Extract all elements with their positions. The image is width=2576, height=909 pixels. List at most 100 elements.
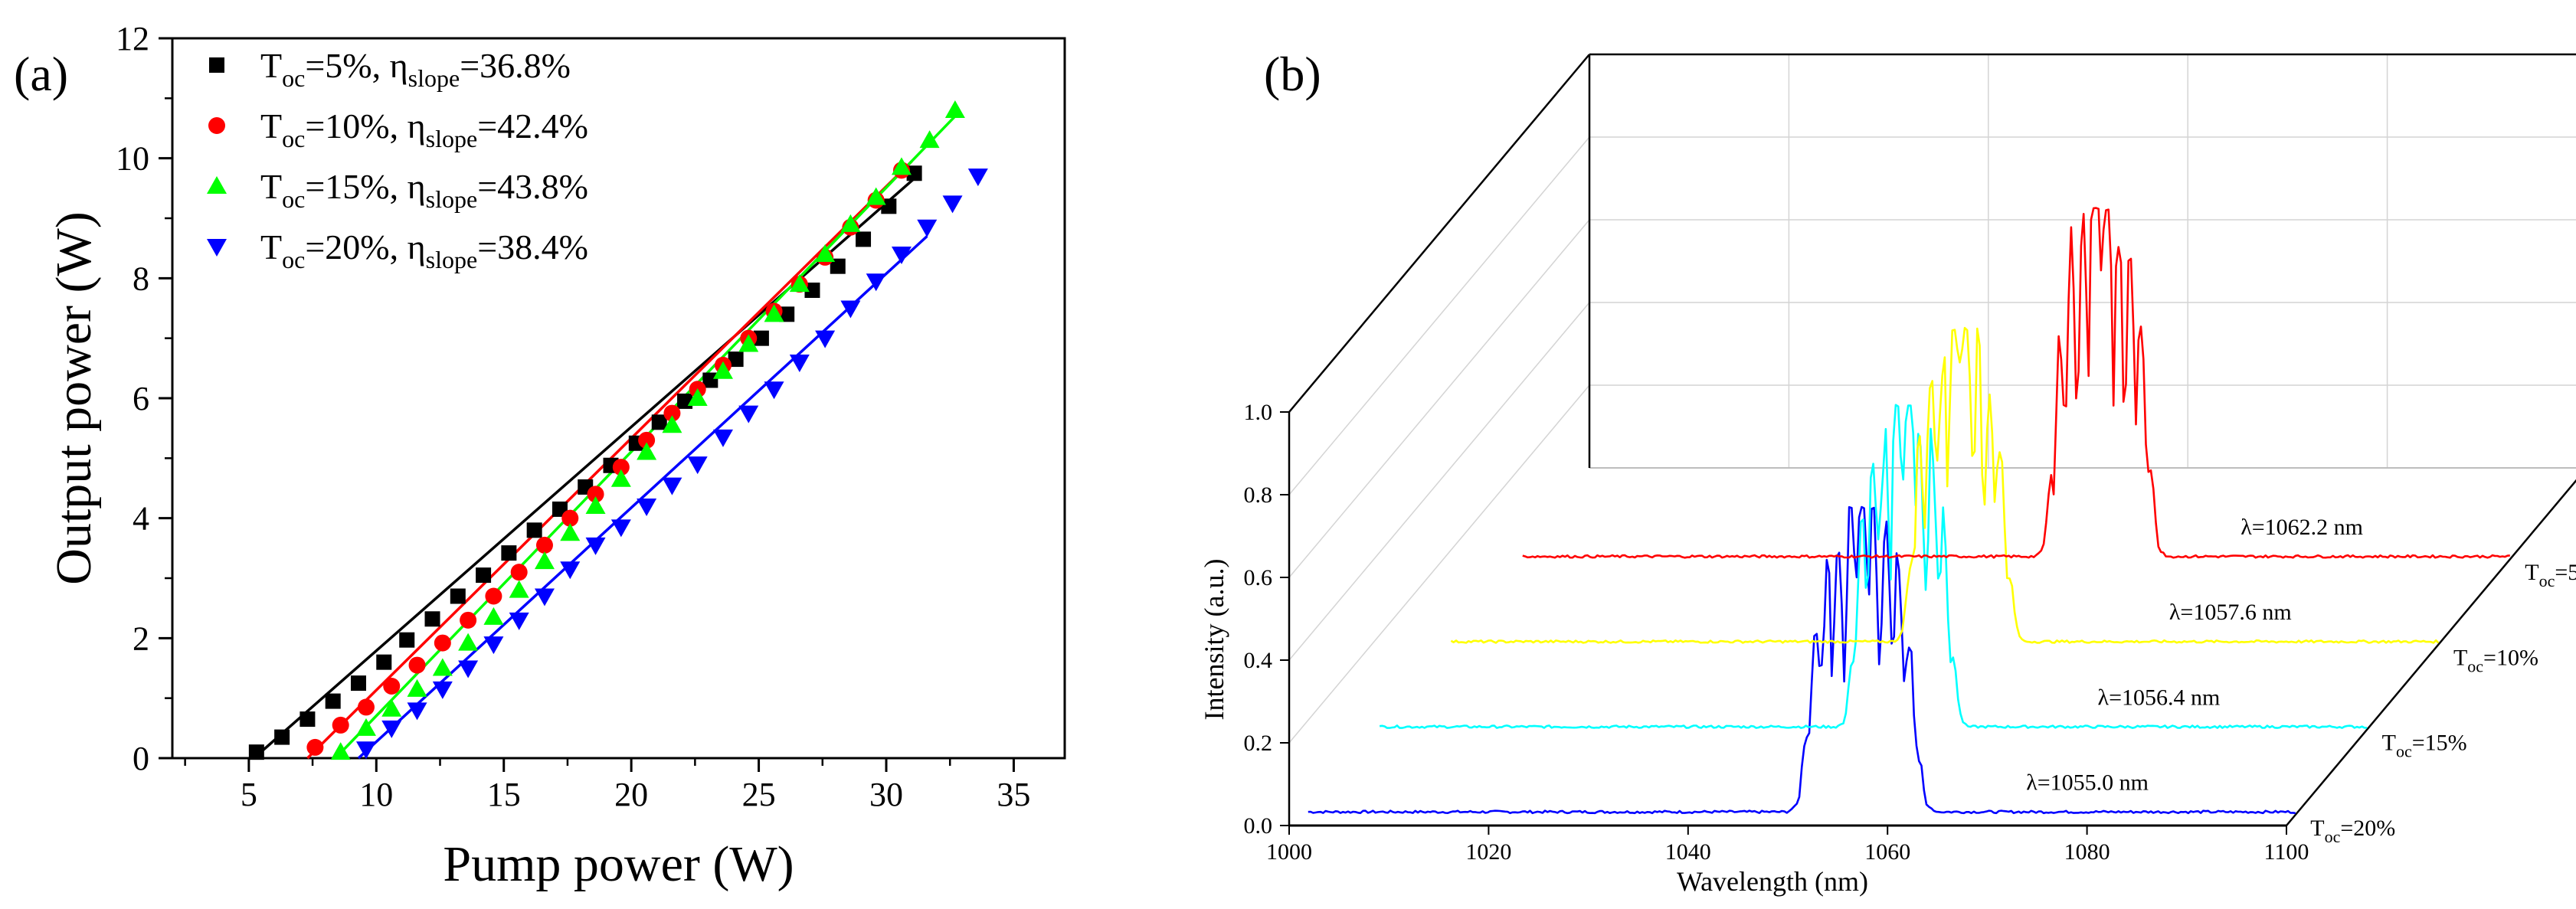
peak-wavelength-label: λ=1055.0 nm xyxy=(2026,770,2149,796)
legend-entry-toc-20: Toc=20%, ηslope=38.4% xyxy=(260,227,588,273)
data-point-toc-10 xyxy=(332,716,349,734)
legend-text-part: slope xyxy=(426,185,478,213)
data-point-toc-15 xyxy=(407,678,427,697)
data-point-toc-10 xyxy=(561,509,579,527)
legend-text-part: oc xyxy=(282,185,305,213)
x-tick-label: 25 xyxy=(742,776,776,813)
data-point-toc-20 xyxy=(509,612,529,630)
x-tick-label: 1020 xyxy=(1465,839,1511,865)
panel-a: (a) 5 10 15 20 25 30 35 0 2 4 6 8 10 12 Pump power (… xyxy=(14,20,1066,892)
data-point-toc-15 xyxy=(330,742,351,760)
y-tick-label: 8 xyxy=(133,260,149,297)
data-point-toc-20 xyxy=(917,219,938,237)
legend-text-part: =42.4% xyxy=(477,106,588,146)
toc-label-sub: oc xyxy=(2539,571,2555,590)
panel-b-label: (b) xyxy=(1264,47,1321,101)
toc-label-sub: oc xyxy=(2325,827,2341,846)
data-point-toc-5 xyxy=(526,522,542,538)
data-point-toc-20 xyxy=(662,477,682,495)
legend-text-part: T xyxy=(260,167,282,206)
data-point-toc-5 xyxy=(906,165,922,181)
data-point-toc-20 xyxy=(789,355,810,372)
toc-label-value: =20% xyxy=(2340,816,2395,841)
data-point-toc-5 xyxy=(856,231,872,247)
data-point-toc-5 xyxy=(274,729,290,745)
data-point-toc-15 xyxy=(560,523,581,541)
data-point-toc-20 xyxy=(687,456,708,475)
data-point-toc-15 xyxy=(355,718,376,736)
right-floor-edge xyxy=(2286,479,2576,826)
legend-text-part: =10%, η xyxy=(305,106,425,146)
data-point-toc-5 xyxy=(501,545,517,561)
data-point-toc-15 xyxy=(585,496,606,514)
panel-b-y-ticks: 0.0 0.2 0.4 0.6 0.8 1.0 xyxy=(1244,400,1289,839)
legend-text-part: =36.8% xyxy=(460,46,571,85)
data-point-toc-20 xyxy=(407,702,427,721)
panel-a-x-ticks: 5 10 15 20 25 30 35 xyxy=(184,758,1030,813)
panel-a-y-axis-label: Output power (W) xyxy=(46,211,102,585)
data-point-toc-10 xyxy=(638,431,656,449)
data-point-toc-10 xyxy=(587,486,604,503)
panel-b-3d-box xyxy=(1288,53,2576,827)
data-point-toc-20 xyxy=(483,636,504,655)
spectrum-toc-10 xyxy=(1450,326,2440,644)
x-tick-label: 1000 xyxy=(1266,839,1312,865)
panel-a-x-axis-label: Pump power (W) xyxy=(443,836,794,892)
peak-wavelength-label: λ=1057.6 nm xyxy=(2169,600,2292,625)
legend-marker-toc-10 xyxy=(208,117,225,134)
x-tick-label: 1080 xyxy=(2064,839,2110,865)
data-point-toc-15 xyxy=(610,469,631,487)
data-point-toc-20 xyxy=(637,499,657,516)
data-point-toc-20 xyxy=(891,247,912,264)
data-point-toc-10 xyxy=(357,698,375,716)
panel-b-y-axis-label: Intensity (a.u.) xyxy=(1199,559,1229,721)
y-tick-label: 1.0 xyxy=(1244,400,1273,425)
toc-label: Toc=10% xyxy=(2453,645,2538,675)
side-wall-gridline xyxy=(1288,219,1590,578)
data-point-toc-15 xyxy=(944,100,965,118)
peak-wavelength-label: λ=1056.4 nm xyxy=(2098,685,2221,710)
data-point-toc-20 xyxy=(355,741,376,760)
data-point-toc-15 xyxy=(509,580,529,598)
legend-marker-toc-5 xyxy=(209,57,224,73)
data-point-toc-20 xyxy=(942,195,963,214)
fit-line-toc-20 xyxy=(357,235,928,760)
side-wall-gridline xyxy=(1288,136,1590,495)
legend-text-part: =15%, η xyxy=(305,167,425,206)
y-tick-label: 0 xyxy=(133,740,149,777)
data-point-toc-20 xyxy=(764,381,784,400)
y-tick-label: 0.4 xyxy=(1244,648,1273,673)
data-point-toc-15 xyxy=(381,698,402,717)
panel-b-spectra xyxy=(1308,207,2510,815)
x-tick-label: 1100 xyxy=(2264,839,2309,865)
toc-label-sub: oc xyxy=(2467,656,2483,675)
legend-text-part: slope xyxy=(408,64,460,92)
legend-text-part: T xyxy=(260,106,282,146)
panel-a-legend: Toc=5%, ηslope=36.8% Toc =10%, η slope =42.4… xyxy=(207,46,588,273)
legend-marker-toc-15 xyxy=(207,176,227,194)
data-point-toc-5 xyxy=(753,330,769,346)
data-point-toc-10 xyxy=(612,459,630,476)
x-tick-label: 1060 xyxy=(1864,839,1910,865)
toc-label-sub: oc xyxy=(2396,742,2412,761)
legend-entry-toc-5: Toc=5%, ηslope=36.8% xyxy=(260,46,571,92)
data-point-toc-5 xyxy=(881,198,897,214)
toc-label-base: T xyxy=(2382,731,2396,756)
data-point-toc-5 xyxy=(779,306,795,322)
toc-label: Toc=20% xyxy=(2310,816,2395,846)
data-point-toc-15 xyxy=(483,607,504,625)
left-top-edge xyxy=(1288,54,1590,413)
data-point-toc-5 xyxy=(702,372,718,388)
data-point-toc-5 xyxy=(830,258,846,274)
x-tick-label: 15 xyxy=(487,776,521,813)
data-point-toc-5 xyxy=(350,675,366,692)
legend-text-part: slope xyxy=(426,246,478,273)
data-point-toc-15 xyxy=(919,130,940,149)
y-tick-label: 0.8 xyxy=(1244,482,1273,508)
spectrum-toc-15 xyxy=(1379,404,2368,729)
toc-label: Toc=5% xyxy=(2525,560,2576,590)
data-point-toc-15 xyxy=(738,334,759,352)
data-point-toc-20 xyxy=(585,537,606,555)
x-tick-label: 1040 xyxy=(1665,839,1711,865)
